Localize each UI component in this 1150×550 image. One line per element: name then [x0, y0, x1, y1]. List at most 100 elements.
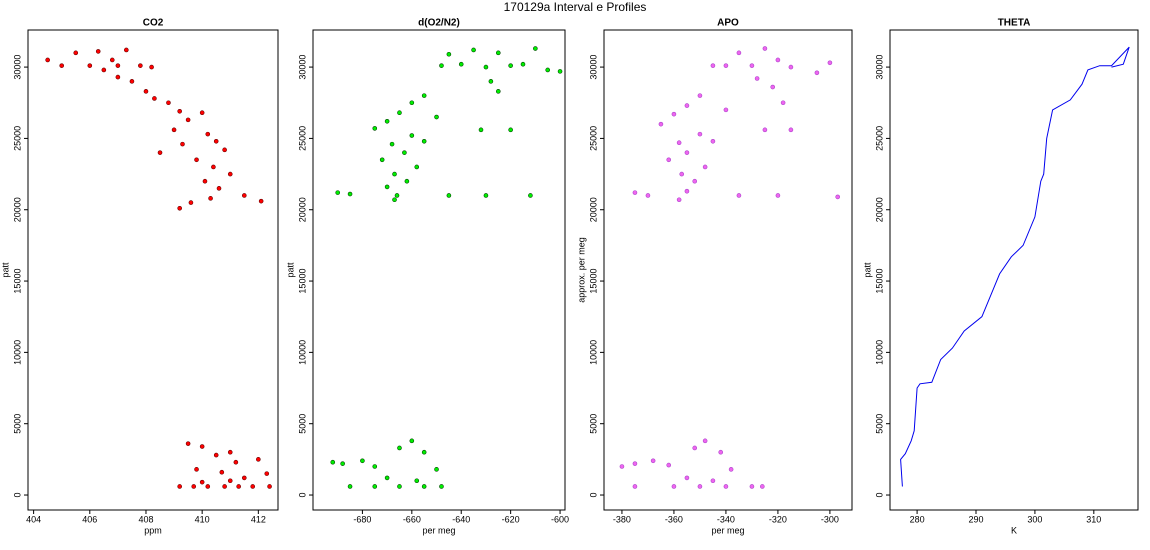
point	[267, 484, 272, 489]
point	[414, 478, 420, 484]
point	[372, 484, 378, 489]
panel-title: APO	[717, 18, 739, 29]
point	[780, 100, 786, 106]
point	[754, 76, 760, 81]
point	[508, 63, 513, 68]
y-tick-label: 5000	[588, 414, 598, 434]
point	[397, 484, 402, 489]
point	[814, 70, 820, 76]
point	[397, 110, 402, 116]
point	[710, 478, 716, 484]
point	[208, 196, 213, 201]
x-axis-label: ppm	[144, 525, 162, 535]
point	[414, 164, 420, 170]
y-tick-label: 0	[588, 493, 598, 498]
point	[185, 441, 191, 446]
x-axis-label: per meg	[711, 525, 744, 535]
x-tick-label: 310	[1086, 514, 1101, 524]
point	[557, 69, 563, 74]
point	[202, 178, 208, 184]
point	[392, 171, 397, 177]
point	[421, 449, 427, 455]
point	[528, 193, 533, 198]
point	[227, 478, 233, 484]
x-tick-label: -320	[769, 514, 787, 524]
point	[632, 461, 638, 466]
y-tick-label: 25000	[588, 126, 598, 151]
point	[533, 46, 538, 51]
x-tick-label: 406	[82, 514, 97, 524]
point	[658, 121, 664, 127]
point	[736, 50, 742, 56]
point	[384, 184, 390, 190]
point	[256, 457, 261, 462]
point	[723, 484, 729, 489]
point	[101, 67, 107, 73]
panel-title: CO2	[143, 18, 164, 29]
point	[736, 193, 742, 198]
page-title: 170129a Interval e Profiles	[504, 0, 647, 14]
point	[702, 438, 708, 444]
x-tick-label: 412	[251, 514, 266, 524]
point	[372, 464, 378, 469]
point	[679, 171, 685, 177]
point	[676, 140, 682, 145]
point	[775, 57, 781, 63]
y-tick-label: 25000	[297, 126, 307, 151]
point	[404, 178, 410, 184]
x-tick-label: -340	[717, 514, 735, 524]
point	[222, 147, 227, 153]
point	[335, 190, 341, 195]
point	[124, 47, 129, 53]
point	[684, 103, 690, 108]
point	[227, 171, 233, 177]
x-axis-label: per meg	[422, 525, 455, 535]
point	[216, 186, 222, 191]
point	[177, 109, 182, 114]
point	[241, 193, 247, 198]
point	[389, 141, 395, 147]
point	[495, 89, 501, 94]
x-tick-label: -660	[403, 514, 421, 524]
point	[213, 452, 219, 458]
y-tick-label: 0	[297, 493, 307, 498]
point	[483, 64, 489, 70]
point	[697, 484, 703, 489]
point	[177, 484, 182, 489]
point	[723, 63, 729, 68]
plot-frame	[27, 29, 279, 511]
point	[434, 114, 439, 120]
point	[650, 458, 656, 464]
point	[632, 484, 638, 489]
y-axis-label: patt	[0, 262, 10, 278]
point	[87, 63, 93, 68]
y-tick-label: 20000	[588, 197, 598, 222]
point	[199, 110, 205, 116]
point	[471, 47, 476, 53]
point	[191, 484, 197, 489]
point	[205, 484, 211, 489]
y-tick-label: 10000	[297, 340, 307, 365]
y-tick-label: 20000	[297, 197, 307, 222]
x-tick-label: -360	[665, 514, 683, 524]
point	[434, 467, 439, 472]
point	[402, 150, 407, 155]
y-tick-label: 5000	[874, 414, 884, 434]
y-tick-label: 10000	[874, 340, 884, 365]
point	[233, 459, 239, 465]
point	[702, 164, 708, 170]
y-tick-label: 5000	[12, 414, 22, 434]
point	[157, 150, 163, 155]
point	[749, 63, 755, 68]
y-tick-label: 25000	[12, 126, 22, 151]
y-tick-label: 30000	[297, 55, 307, 80]
y-tick-label: 15000	[588, 269, 598, 294]
y-tick-label: 20000	[874, 197, 884, 222]
point	[697, 93, 703, 98]
point	[439, 63, 444, 68]
y-tick-label: 15000	[12, 269, 22, 294]
point	[520, 61, 526, 67]
point	[458, 61, 464, 67]
x-tick-label: -300	[821, 514, 839, 524]
